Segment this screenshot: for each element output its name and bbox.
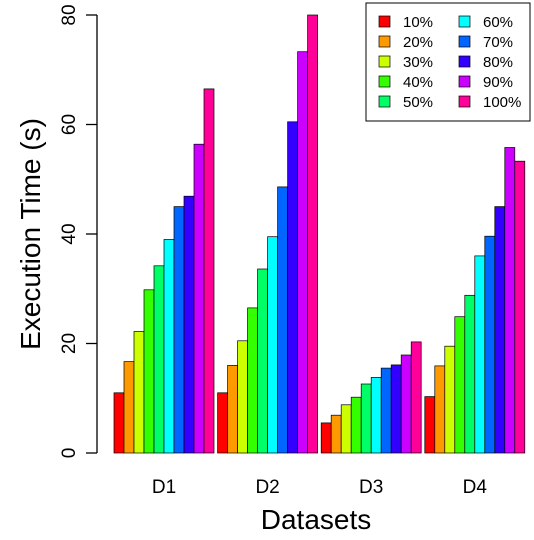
x-tick-label-d2: D2 (255, 477, 279, 498)
bar-d4-60pct (474, 255, 486, 454)
y-tick-label-20: 20 (59, 333, 80, 354)
bar-d3-80pct (390, 364, 402, 454)
y-tick-label-80: 80 (59, 4, 80, 25)
axes-layer: D1 D2 D3 D4 0 20 40 60 80 (59, 4, 487, 498)
bar-d3-100pct (410, 341, 422, 454)
bar-d1-80pct (183, 195, 195, 454)
y-axis-title: Execution Time (s) (15, 118, 46, 350)
legend-label-90pct: 90% (483, 74, 513, 91)
legend: 10% 20% 30% 40% 50% 60% 70% 80% 90% 100% (365, 2, 531, 122)
bar-d4-70pct (484, 235, 496, 454)
x-axis-title: Datasets (261, 504, 372, 535)
bar-d3-10pct (320, 422, 332, 454)
bar-d3-20pct (330, 414, 342, 454)
legend-swatch-60pct (458, 15, 471, 28)
legend-swatch-30pct (378, 55, 391, 68)
x-tick-label-d3: D3 (359, 477, 383, 498)
bar-d2-10pct (217, 392, 228, 454)
bar-d2-60pct (267, 236, 278, 454)
bar-d3-60pct (370, 377, 382, 454)
bar-d4-10pct (424, 396, 436, 454)
bar-d1-100pct (203, 88, 215, 454)
y-tick-label-0: 0 (59, 448, 80, 459)
bars-layer (113, 14, 526, 454)
bar-d2-40pct (247, 307, 258, 454)
bar-d1-10pct (113, 392, 125, 454)
legend-swatch-50pct (378, 95, 391, 108)
bar-d2-100pct (307, 14, 318, 454)
x-tick-label-d1: D1 (152, 477, 176, 498)
legend-label-10pct: 10% (403, 14, 433, 31)
legend-swatch-40pct (378, 75, 391, 88)
legend-swatch-90pct (458, 75, 471, 88)
bar-d4-40pct (454, 316, 466, 454)
bar-d3-70pct (380, 367, 392, 454)
bar-d2-90pct (297, 51, 308, 454)
y-tick-label-40: 40 (59, 223, 80, 244)
legend-swatch-20pct (378, 35, 391, 48)
legend-label-50pct: 50% (403, 94, 433, 111)
bar-d2-20pct (227, 365, 238, 454)
bar-d2-50pct (257, 268, 268, 454)
bar-d1-30pct (133, 331, 145, 454)
legend-swatch-10pct (378, 15, 391, 28)
bar-d1-50pct (153, 265, 165, 454)
legend-swatch-80pct (458, 55, 471, 68)
legend-label-100pct: 100% (483, 94, 521, 111)
bar-d3-40pct (350, 396, 362, 454)
bar-d1-60pct (163, 239, 175, 454)
y-tick-label-60: 60 (59, 114, 80, 135)
bar-d4-50pct (464, 294, 476, 454)
legend-swatch-100pct (458, 95, 471, 108)
legend-swatch-70pct (458, 35, 471, 48)
bar-d4-80pct (494, 206, 506, 454)
x-tick-label-d4: D4 (463, 477, 488, 498)
bar-d3-50pct (360, 383, 372, 454)
legend-label-40pct: 40% (403, 74, 433, 91)
bar-d3-30pct (340, 404, 352, 454)
legend-box (365, 2, 531, 122)
legend-label-70pct: 70% (483, 34, 513, 51)
bar-d1-90pct (193, 143, 205, 454)
legend-label-20pct: 20% (403, 34, 433, 51)
bar-d4-100pct (514, 160, 526, 454)
bar-d2-70pct (277, 186, 288, 454)
bar-d2-30pct (237, 340, 248, 454)
bar-d4-20pct (434, 365, 446, 454)
bar-d1-40pct (143, 289, 155, 454)
legend-label-60pct: 60% (483, 14, 513, 31)
bar-d4-90pct (504, 147, 516, 454)
legend-label-80pct: 80% (483, 54, 513, 71)
bar-d2-80pct (287, 121, 298, 454)
legend-label-30pct: 30% (403, 54, 433, 71)
bar-d3-90pct (400, 354, 412, 454)
bar-d1-70pct (173, 206, 185, 454)
bar-d4-30pct (444, 345, 456, 454)
bar-d1-20pct (123, 361, 135, 454)
